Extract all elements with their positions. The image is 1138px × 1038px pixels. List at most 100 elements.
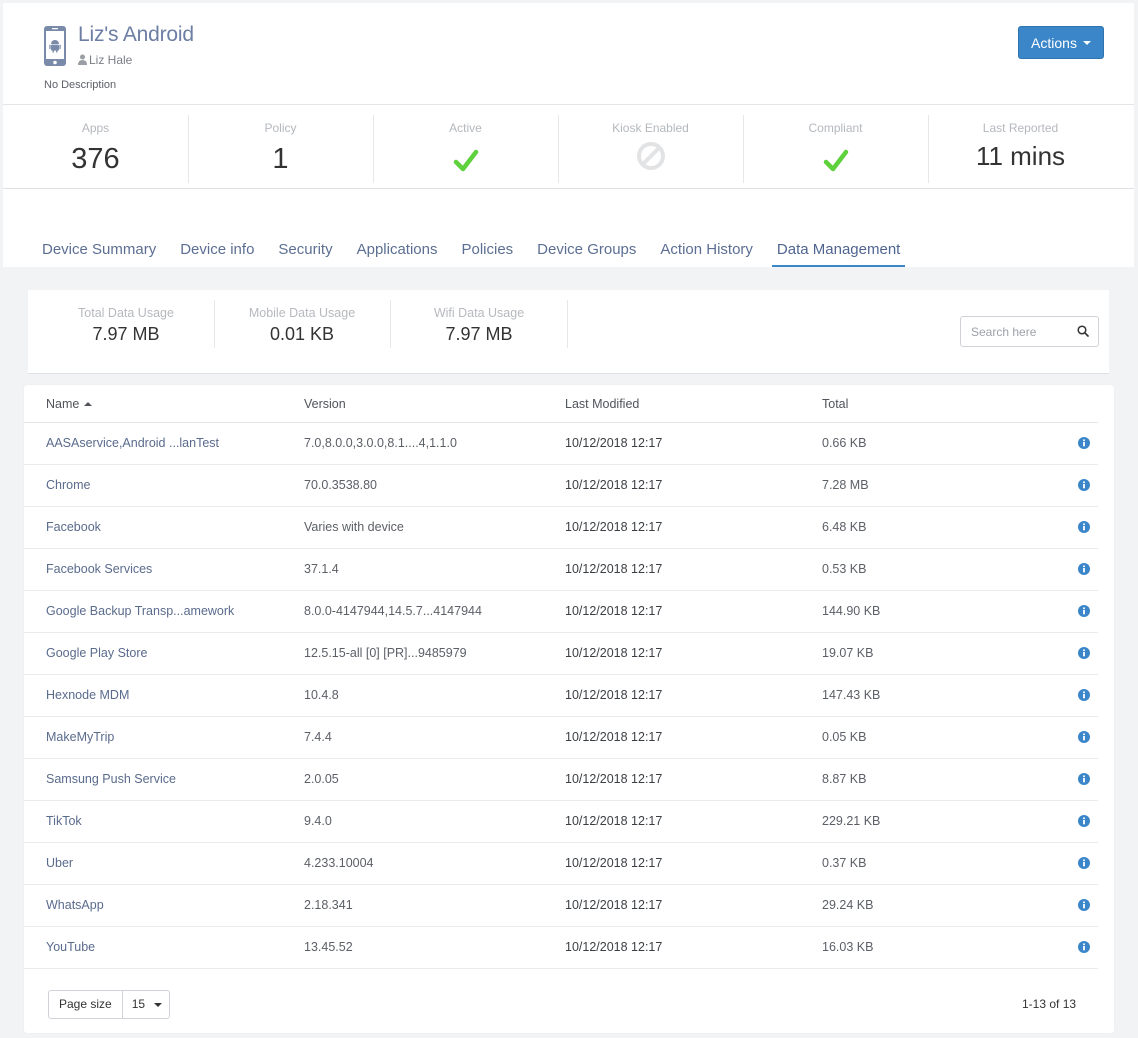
table-row[interactable]: Google Backup Transp...amework 8.0.0-4147…	[24, 591, 1098, 633]
usage-label: Mobile Data Usage	[248, 306, 356, 320]
total-usage: 19.07 KB	[822, 646, 874, 660]
app-version: 7.0,8.0.0,3.0.0,8.1....4,1.1.0	[304, 436, 457, 450]
info-icon[interactable]	[1078, 437, 1090, 449]
info-icon[interactable]	[1078, 815, 1090, 827]
tab-device-summary[interactable]: Device Summary	[42, 241, 157, 258]
info-icon[interactable]	[1078, 563, 1090, 575]
search-input[interactable]	[961, 317, 1069, 346]
wifi-data-usage: Wifi Data Usage 7.97 MB	[409, 300, 549, 348]
stat-last-reported: Last Reported 11 mins	[928, 105, 1113, 188]
total-data-usage: Total Data Usage 7.97 MB	[56, 300, 196, 348]
usage-value: 0.01 KB	[269, 324, 335, 344]
tab-data-management[interactable]: Data Management	[771, 241, 906, 267]
table-row[interactable]: YouTube 13.45.52 10/12/2018 12:17 16.03 KB	[24, 927, 1098, 969]
app-name-link[interactable]: Facebook	[46, 520, 101, 534]
table-body: AASAservice,Android ...lanTest 7.0,8.0.0,…	[24, 423, 1098, 969]
total-usage: 0.37 KB	[822, 856, 867, 870]
data-usage-summary: Total Data Usage 7.97 MB Mobile Data Usa…	[28, 290, 1109, 374]
app-version: 2.0.05	[304, 772, 339, 786]
tab-action-history[interactable]: Action History	[660, 241, 753, 258]
device-header: Liz's Android Liz Hale No Description Ac…	[3, 3, 1134, 105]
app-name-link[interactable]: Chrome	[46, 478, 91, 492]
device-description: No Description	[44, 79, 117, 91]
table-row[interactable]: Uber 4.233.10004 10/12/2018 12:17 0.37 KB	[24, 843, 1098, 885]
column-label: Name	[46, 397, 80, 411]
stat-label: Apps	[81, 121, 110, 135]
info-icon[interactable]	[1078, 773, 1090, 785]
sort-ascending-icon	[84, 402, 93, 406]
app-name-link[interactable]: MakeMyTrip	[46, 730, 115, 744]
table-row[interactable]: Facebook Varies with device 10/12/2018 12:…	[24, 507, 1098, 549]
total-usage: 147.43 KB	[822, 688, 881, 702]
info-icon[interactable]	[1078, 941, 1090, 953]
info-icon[interactable]	[1078, 899, 1090, 911]
app-version: 8.0.0-4147944,14.5.7...4147944	[304, 604, 482, 618]
total-usage: 7.28 MB	[822, 478, 869, 492]
app-version: 37.1.4	[304, 562, 339, 576]
table-row[interactable]: Chrome 70.0.3538.80 10/12/2018 12:17 7.28 M…	[24, 465, 1098, 507]
table-row[interactable]: Samsung Push Service 2.0.05 10/12/2018 12:…	[24, 759, 1098, 801]
table-row[interactable]: Google Play Store 12.5.15-all [0] [PR]...…	[24, 633, 1098, 675]
divider	[214, 300, 215, 348]
app-name-link[interactable]: WhatsApp	[46, 898, 104, 912]
table-row[interactable]: AASAservice,Android ...lanTest 7.0,8.0.0,…	[24, 423, 1098, 465]
info-icon[interactable]	[1078, 647, 1090, 659]
page-size-label: Page size	[49, 991, 123, 1018]
app-name-link[interactable]: Uber	[46, 856, 74, 870]
app-name-link[interactable]: Hexnode MDM	[46, 688, 130, 702]
pagination-range: 1-13 of 13	[1022, 997, 1077, 1011]
tab-security[interactable]: Security	[278, 241, 333, 258]
app-version: 10.4.8	[304, 688, 339, 702]
app-name-link[interactable]: Google Play Store	[46, 646, 148, 660]
search-icon[interactable]	[1077, 325, 1089, 337]
app-name-link[interactable]: TikTok	[46, 814, 82, 828]
caret-down-icon	[154, 1002, 163, 1007]
info-icon[interactable]	[1078, 479, 1090, 491]
last-modified: 10/12/2018 12:17	[565, 898, 663, 912]
stat-label: Last Reported	[982, 121, 1059, 135]
divider	[390, 300, 391, 348]
app-name-link[interactable]: AASAservice,Android ...lanTest	[46, 436, 219, 450]
last-modified: 10/12/2018 12:17	[565, 814, 663, 828]
caret-down-icon	[1082, 40, 1091, 45]
app-version: Varies with device	[304, 520, 404, 534]
total-usage: 0.05 KB	[822, 730, 867, 744]
stat-policy[interactable]: Policy 1	[188, 105, 373, 188]
device-owner: Liz Hale	[78, 53, 132, 67]
page-size-select[interactable]: 15	[123, 991, 169, 1018]
app-version: 2.18.341	[304, 898, 353, 912]
last-modified: 10/12/2018 12:17	[565, 940, 663, 954]
user-icon	[78, 54, 87, 65]
table-row[interactable]: Facebook Services 37.1.4 10/12/2018 12:17 0…	[24, 549, 1098, 591]
table-row[interactable]: Hexnode MDM 10.4.8 10/12/2018 12:17 147.43 …	[24, 675, 1098, 717]
column-modified-header[interactable]: Last Modified	[565, 397, 640, 411]
app-name-link[interactable]: Facebook Services	[46, 562, 153, 576]
actions-button[interactable]: Actions	[1018, 26, 1104, 59]
tab-applications[interactable]: Applications	[356, 241, 438, 258]
tab-device-groups[interactable]: Device Groups	[537, 241, 637, 258]
column-total-header[interactable]: Total	[822, 397, 849, 411]
app-name-link[interactable]: Samsung Push Service	[46, 772, 176, 786]
info-icon[interactable]	[1078, 521, 1090, 533]
app-name-link[interactable]: YouTube	[46, 940, 96, 954]
app-version: 12.5.15-all [0] [PR]...9485979	[304, 646, 467, 660]
info-icon[interactable]	[1078, 731, 1090, 743]
stat-kiosk: Kiosk Enabled	[558, 105, 743, 188]
column-name-header[interactable]: Name	[46, 397, 93, 411]
table-row[interactable]: MakeMyTrip 7.4.4 10/12/2018 12:17 0.05 KB	[24, 717, 1098, 759]
table-row[interactable]: WhatsApp 2.18.341 10/12/2018 12:17 29.24 KB	[24, 885, 1098, 927]
info-icon[interactable]	[1078, 605, 1090, 617]
stat-value: 1	[272, 143, 289, 175]
stat-apps[interactable]: Apps 376	[3, 105, 188, 188]
info-icon[interactable]	[1078, 689, 1090, 701]
info-icon[interactable]	[1078, 857, 1090, 869]
owner-name: Liz Hale	[89, 53, 133, 67]
column-version-header[interactable]: Version	[304, 397, 346, 411]
total-usage: 0.66 KB	[822, 436, 867, 450]
tab-policies[interactable]: Policies	[461, 241, 514, 258]
mobile-data-usage: Mobile Data Usage 0.01 KB	[232, 300, 372, 348]
tab-device-info[interactable]: Device info	[180, 241, 255, 258]
app-name-link[interactable]: Google Backup Transp...amework	[46, 604, 235, 618]
last-modified: 10/12/2018 12:17	[565, 436, 663, 450]
table-row[interactable]: TikTok 9.4.0 10/12/2018 12:17 229.21 KB	[24, 801, 1098, 843]
